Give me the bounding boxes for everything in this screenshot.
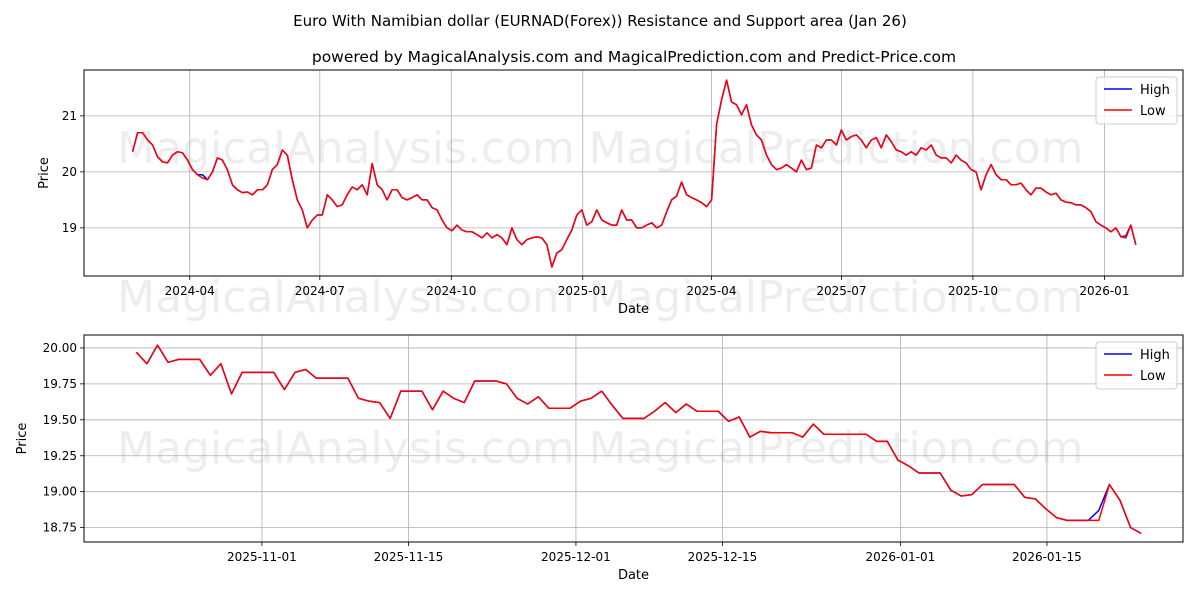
x-tick-label: 2026-01 [1079, 284, 1129, 298]
x-axis-label: Date [618, 568, 649, 583]
x-tick-label: 2025-01 [558, 284, 608, 298]
legend: High Low [1095, 76, 1178, 125]
watermark: MagicalPrediction.com [589, 272, 1084, 323]
watermark: MagicalAnalysis.com [117, 423, 575, 474]
legend-label-high: High [1140, 83, 1170, 98]
y-axis-label: Price [15, 423, 30, 455]
chart-title: Euro With Namibian dollar (EURNAD(Forex)… [293, 12, 907, 30]
y-tick-label: 20 [62, 165, 77, 179]
series-line-low [135, 344, 1142, 535]
y-tick-label: 21 [62, 109, 77, 123]
legend-label-low: Low [1140, 369, 1166, 384]
y-tick-label: 19 [62, 221, 77, 235]
watermark: MagicalPrediction.com [589, 123, 1084, 174]
watermark: MagicalAnalysis.com [117, 123, 575, 174]
plot-frame [83, 334, 1184, 543]
y-axis-label: Price [37, 157, 52, 189]
chart-subtitle: powered by MagicalAnalysis.com and Magic… [312, 48, 956, 66]
x-axis-label: Date [618, 302, 649, 317]
series-line-low [131, 79, 1137, 268]
bottom-price-chart: MagicalAnalysis.com MagicalPrediction.com… [15, 334, 1184, 583]
y-tick-label: 18.75 [43, 521, 77, 535]
y-tick-label: 19.50 [43, 413, 77, 427]
x-tick-label: 2025-07 [816, 284, 866, 298]
y-tick-label: 19.25 [43, 449, 77, 463]
x-tick-label: 2024-04 [165, 284, 215, 298]
top-price-chart: MagicalAnalysis.com MagicalPrediction.com… [37, 69, 1184, 323]
x-tick-label: 2025-12-01 [541, 550, 611, 564]
x-tick-label: 2026-01-01 [866, 550, 936, 564]
x-tick-label: 2025-11-01 [227, 550, 297, 564]
watermark: MagicalPrediction.com [589, 423, 1084, 474]
x-tick-label: 2025-10 [948, 284, 998, 298]
y-tick-label: 19.00 [43, 485, 77, 499]
x-tick-label: 2024-07 [295, 284, 345, 298]
y-tick-label: 20.00 [43, 341, 77, 355]
x-tick-label: 2025-11-15 [374, 550, 444, 564]
x-tick-label: 2024-10 [426, 284, 476, 298]
legend: High Low [1095, 341, 1178, 390]
x-tick-label: 2026-01-15 [1012, 550, 1082, 564]
y-tick-label: 19.75 [43, 377, 77, 391]
x-tick-label: 2025-12-15 [688, 550, 758, 564]
legend-label-high: High [1140, 348, 1170, 363]
plot-frame [83, 69, 1184, 277]
legend-label-low: Low [1140, 104, 1166, 119]
x-tick-label: 2025-04 [686, 284, 736, 298]
watermark: MagicalAnalysis.com [117, 272, 575, 323]
